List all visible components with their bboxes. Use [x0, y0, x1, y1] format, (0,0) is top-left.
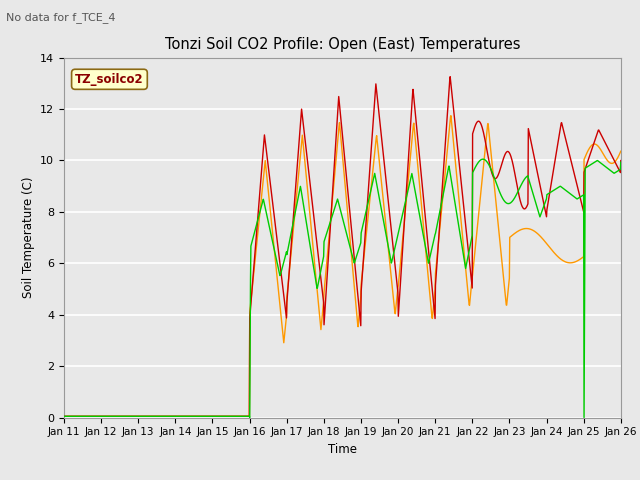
Title: Tonzi Soil CO2 Profile: Open (East) Temperatures: Tonzi Soil CO2 Profile: Open (East) Temp…: [164, 37, 520, 52]
X-axis label: Time: Time: [328, 443, 357, 456]
Text: No data for f_TCE_4: No data for f_TCE_4: [6, 12, 116, 23]
Y-axis label: Soil Temperature (C): Soil Temperature (C): [22, 177, 35, 299]
Text: TZ_soilco2: TZ_soilco2: [75, 73, 144, 86]
